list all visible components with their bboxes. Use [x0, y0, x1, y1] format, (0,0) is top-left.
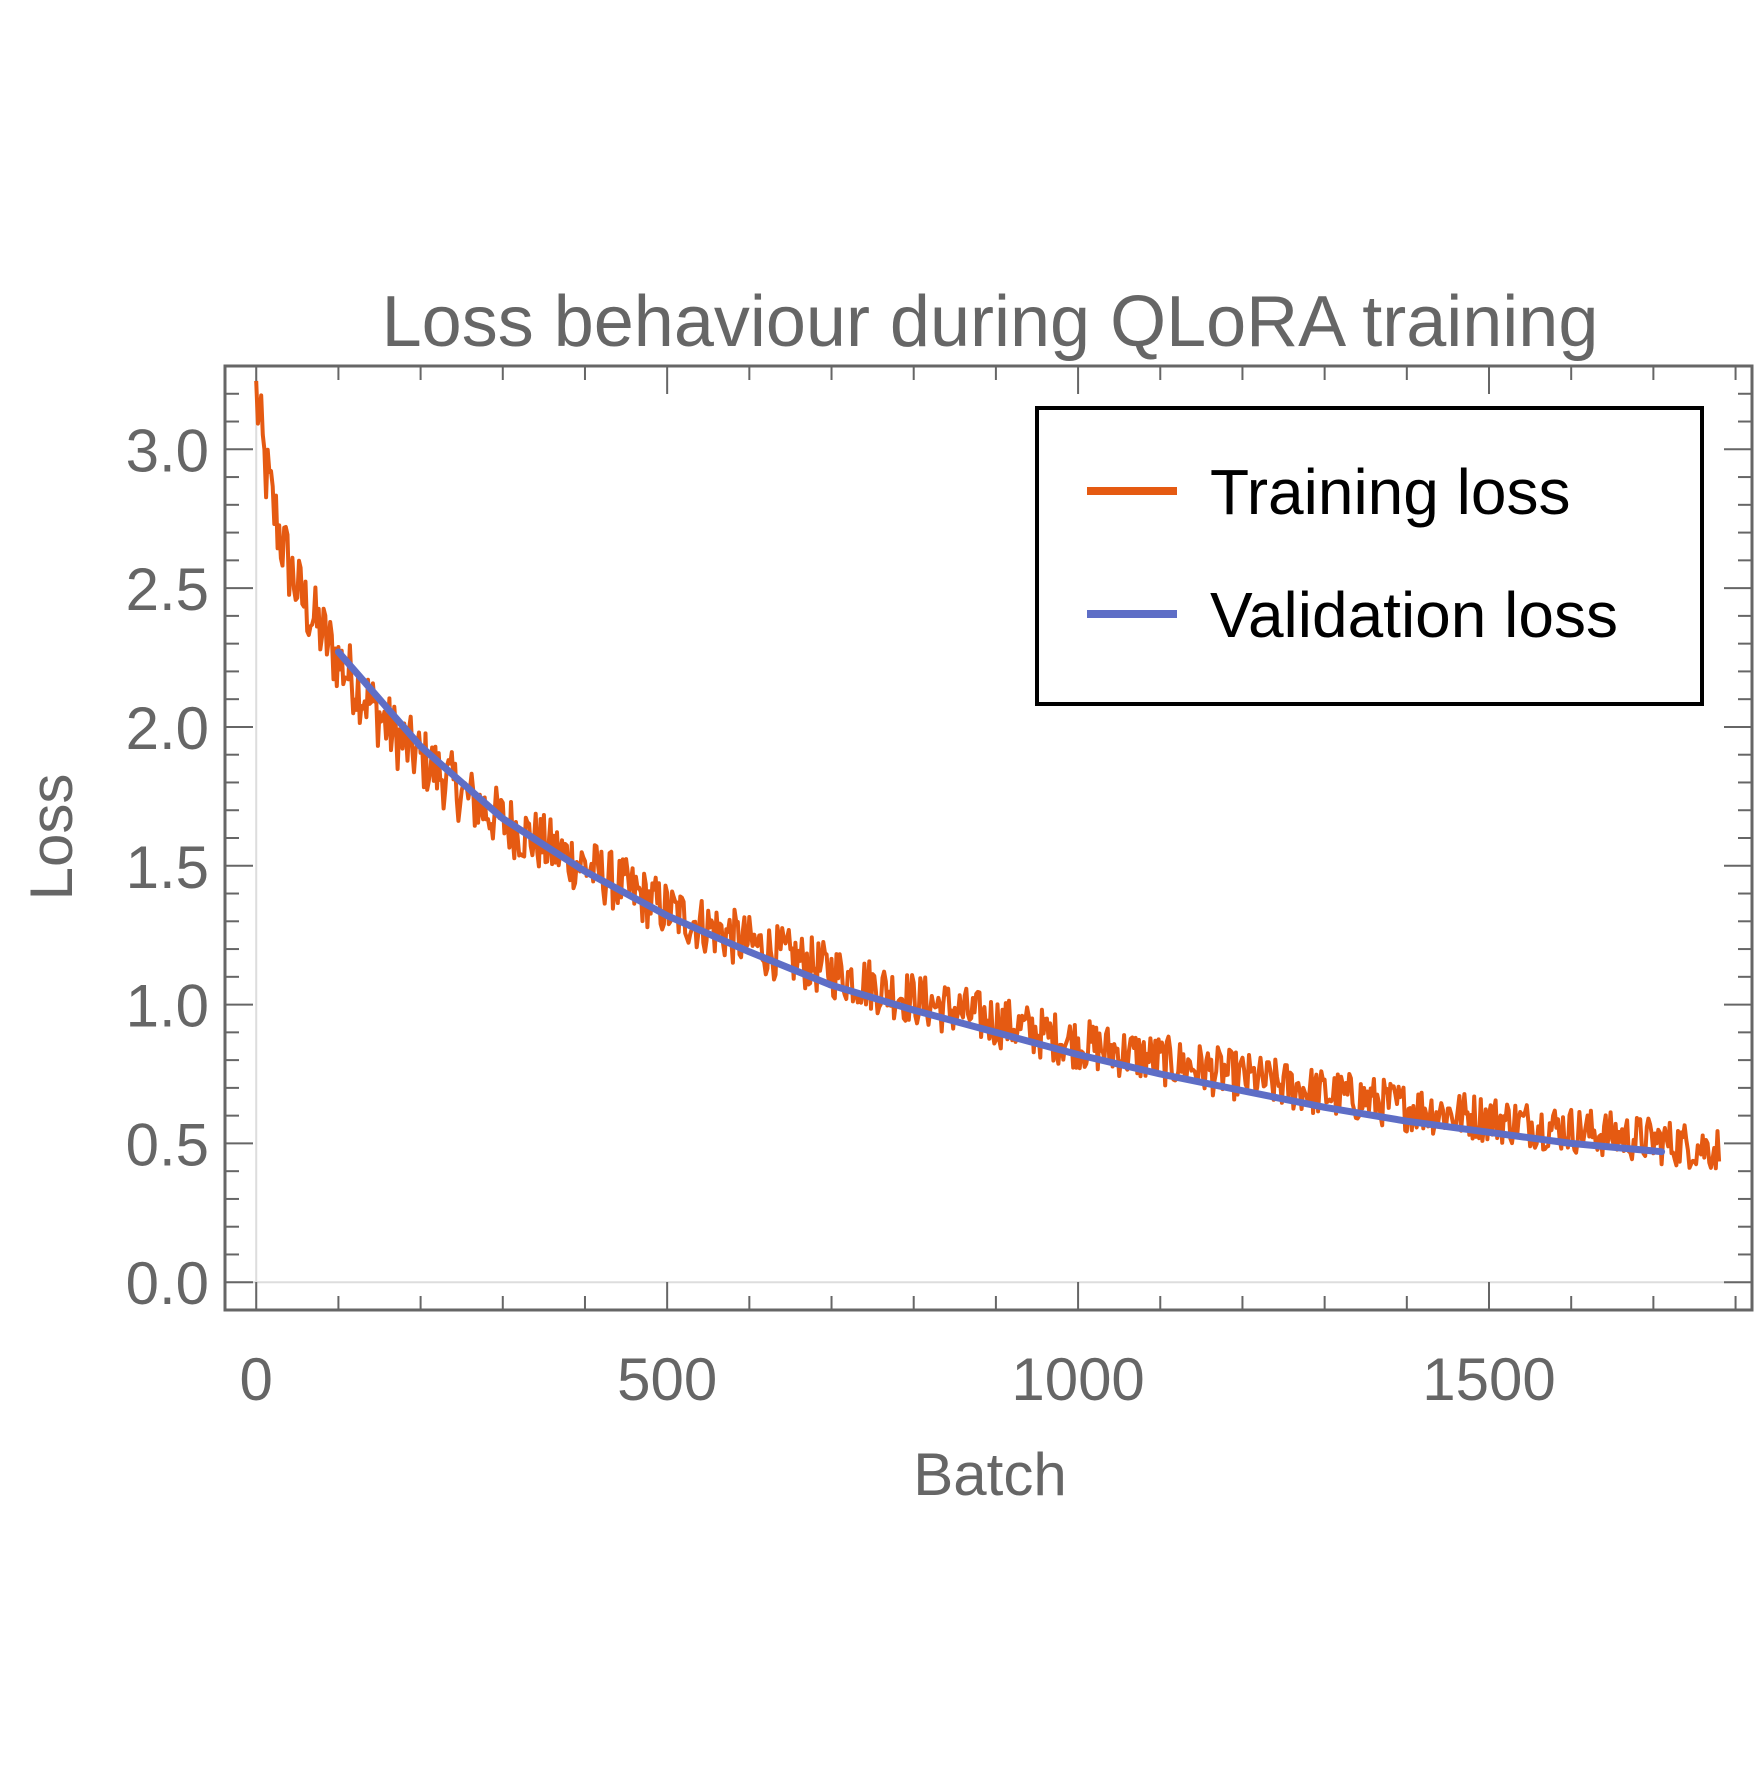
x-axis-label: Batch	[913, 1441, 1066, 1508]
y-tick-label: 2.0	[126, 695, 209, 762]
y-tick-label: 0.5	[126, 1111, 209, 1178]
x-tick-label: 0	[240, 1346, 273, 1413]
y-tick-label: 1.5	[126, 834, 209, 901]
x-tick-label: 1500	[1422, 1346, 1555, 1413]
y-tick-label: 3.0	[126, 417, 209, 484]
x-tick-label: 500	[617, 1346, 717, 1413]
x-tick-label: 1000	[1011, 1346, 1144, 1413]
series-line-validation-loss	[334, 648, 1666, 1156]
y-tick-label: 1.0	[126, 973, 209, 1040]
plot-area: 0.0 0.5 1.0 1.5 2.0 2.5 3.0 0 500 1000 1500	[126, 364, 1754, 1413]
legend: Training loss Validation loss	[1035, 406, 1704, 706]
y-axis-label: Loss	[18, 774, 85, 901]
legend-label-validation-loss: Validation loss	[1210, 579, 1618, 651]
y-tick-label: 0.0	[126, 1250, 209, 1317]
legend-label-training-loss: Training loss	[1210, 456, 1570, 528]
y-tick-label: 2.5	[126, 556, 209, 623]
chart-title: Loss behaviour during QLoRA training	[382, 282, 1599, 362]
legend-box	[1035, 406, 1704, 706]
